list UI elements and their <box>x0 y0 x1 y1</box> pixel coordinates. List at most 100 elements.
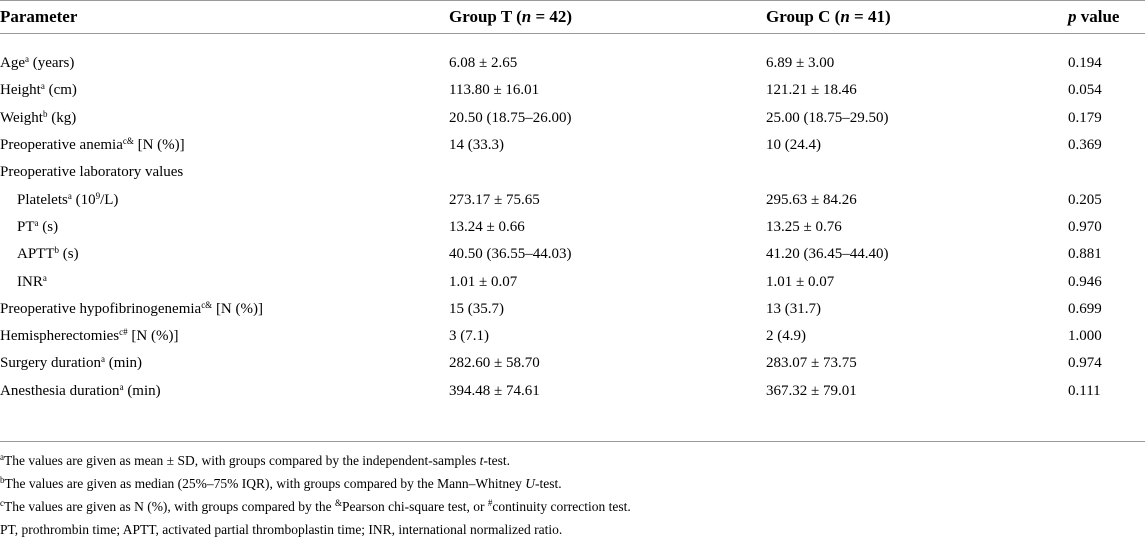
superscript: c <box>0 497 4 508</box>
superscript: # <box>487 497 493 508</box>
text: 0.970 <box>1068 218 1102 235</box>
table-cell: 0.881 <box>1068 241 1145 268</box>
text: (cm) <box>44 82 77 99</box>
text: (min) <box>123 382 161 399</box>
text: 10 (24.4) <box>766 137 821 154</box>
text: 13.24 ± 0.66 <box>449 218 525 235</box>
text: Preoperative anemia <box>0 137 123 154</box>
table-cell: 121.21 ± 18.46 <box>766 77 1068 104</box>
table-row: Preoperative anemiac& [N (%)] 14 (33.3) 10… <box>0 132 1145 159</box>
table-body: Agea (years) 6.08 ± 2.65 6.89 ± 3.00 0.194 H… <box>0 34 1145 442</box>
text: /L) <box>100 191 119 208</box>
superscript: a <box>119 381 124 392</box>
table-row: Weightb (kg) 20.50 (18.75–26.00) 25.00 (18… <box>0 105 1145 132</box>
superscript: a <box>100 354 105 365</box>
table-cell: Plateletsa (109/L) <box>0 186 449 213</box>
text: The values are given as median (25%–75% … <box>4 475 526 491</box>
table-cell: 0.946 <box>1068 268 1145 295</box>
text: = 42) <box>531 7 573 26</box>
table-cell: Weightb (kg) <box>0 105 449 132</box>
superscript: a <box>67 190 72 201</box>
table-cell: 0.369 <box>1068 132 1145 159</box>
text: APTT <box>17 246 55 263</box>
table-cell: Heighta (cm) <box>0 77 449 104</box>
text: 1.01 ± 0.07 <box>449 273 518 290</box>
table-cell <box>766 159 1068 186</box>
table-cell: 0.699 <box>1068 296 1145 323</box>
superscript: & <box>335 497 343 508</box>
text: 0.054 <box>1068 82 1102 99</box>
table-cell: 6.89 ± 3.00 <box>766 34 1068 78</box>
text: Height <box>0 82 41 99</box>
table-cell: 20.50 (18.75–26.00) <box>449 105 766 132</box>
text: 41.20 (36.45–44.40) <box>766 246 889 263</box>
text: Pearson chi-square test, or <box>342 498 488 514</box>
text: 0.946 <box>1068 273 1102 290</box>
table-row: Preoperative hypofibrinogenemiac& [N (%)… <box>0 296 1145 323</box>
text: 13.25 ± 0.76 <box>766 218 842 235</box>
text: Parameter <box>0 7 78 26</box>
table-cell: Hemispherectomiesc# [N (%)] <box>0 323 449 350</box>
table-cell: 394.48 ± 74.61 <box>449 377 766 442</box>
text: 0.369 <box>1068 137 1102 154</box>
superscript: a <box>40 81 45 92</box>
text: 0.179 <box>1068 109 1102 126</box>
text: (s) <box>59 246 79 263</box>
table-cell: 0.054 <box>1068 77 1145 104</box>
superscript: 9 <box>95 190 101 201</box>
table-cell: Agea (years) <box>0 34 449 78</box>
table-cell: Surgery durationa (min) <box>0 350 449 377</box>
text: The values are given as N (%), with grou… <box>4 498 336 514</box>
table-cell: 2 (4.9) <box>766 323 1068 350</box>
text: 40.50 (36.55–44.03) <box>449 246 572 263</box>
text: 273.17 ± 75.65 <box>449 191 540 208</box>
column-header: Group T (n = 42) <box>449 0 766 34</box>
column-header: p value <box>1068 0 1145 34</box>
table-cell: 41.20 (36.45–44.40) <box>766 241 1068 268</box>
text: 13 (31.7) <box>766 300 821 317</box>
text: (years) <box>29 55 75 72</box>
table-row: PTa (s) 13.24 ± 0.66 13.25 ± 0.76 0.970 <box>0 214 1145 241</box>
footnotes: aThe values are given as mean ± SD, with… <box>0 449 1145 541</box>
table-cell: 367.32 ± 79.01 <box>766 377 1068 442</box>
italic: n <box>840 7 850 26</box>
text: 20.50 (18.75–26.00) <box>449 109 572 126</box>
text: Preoperative hypofibrinogenemia <box>0 300 202 317</box>
text: 25.00 (18.75–29.50) <box>766 109 889 126</box>
table-cell: 295.63 ± 84.26 <box>766 186 1068 213</box>
column-header: Group C (n = 41) <box>766 0 1068 34</box>
superscript: b <box>54 245 60 256</box>
text: INR <box>17 273 43 290</box>
table-cell: Anesthesia durationa (min) <box>0 377 449 442</box>
table-cell: 13.24 ± 0.66 <box>449 214 766 241</box>
text: 2 (4.9) <box>766 328 806 345</box>
table-row: Plateletsa (109/L) 273.17 ± 75.65 295.63 ±… <box>0 186 1145 213</box>
superscript: b <box>42 108 48 119</box>
table-cell: 13 (31.7) <box>766 296 1068 323</box>
footnote: aThe values are given as mean ± SD, with… <box>0 449 1145 472</box>
footnote: cThe values are given as N (%), with gro… <box>0 495 1145 518</box>
table-cell: 0.205 <box>1068 186 1145 213</box>
text: Hemispherectomies <box>0 328 120 345</box>
table-cell: 25.00 (18.75–29.50) <box>766 105 1068 132</box>
table-cell <box>449 159 766 186</box>
text: -test. <box>483 452 511 468</box>
text: (kg) <box>47 109 77 126</box>
text: 295.63 ± 84.26 <box>766 191 857 208</box>
text: 3 (7.1) <box>449 328 489 345</box>
text: 14 (33.3) <box>449 137 504 154</box>
table-cell: 0.974 <box>1068 350 1145 377</box>
table-row: Heighta (cm) 113.80 ± 16.01 121.21 ± 18.46… <box>0 77 1145 104</box>
table-cell: Preoperative laboratory values <box>0 159 449 186</box>
table-cell: 10 (24.4) <box>766 132 1068 159</box>
text: [N (%)] <box>133 137 185 154</box>
table-cell: 0.111 <box>1068 377 1145 442</box>
text: 1.000 <box>1068 328 1102 345</box>
superscript: c# <box>119 327 128 338</box>
italic: n <box>521 7 532 26</box>
table-cell: 1.01 ± 0.07 <box>766 268 1068 295</box>
text: 1.01 ± 0.07 <box>766 273 835 290</box>
text: -test. <box>534 475 562 491</box>
text: 283.07 ± 73.75 <box>766 355 857 372</box>
